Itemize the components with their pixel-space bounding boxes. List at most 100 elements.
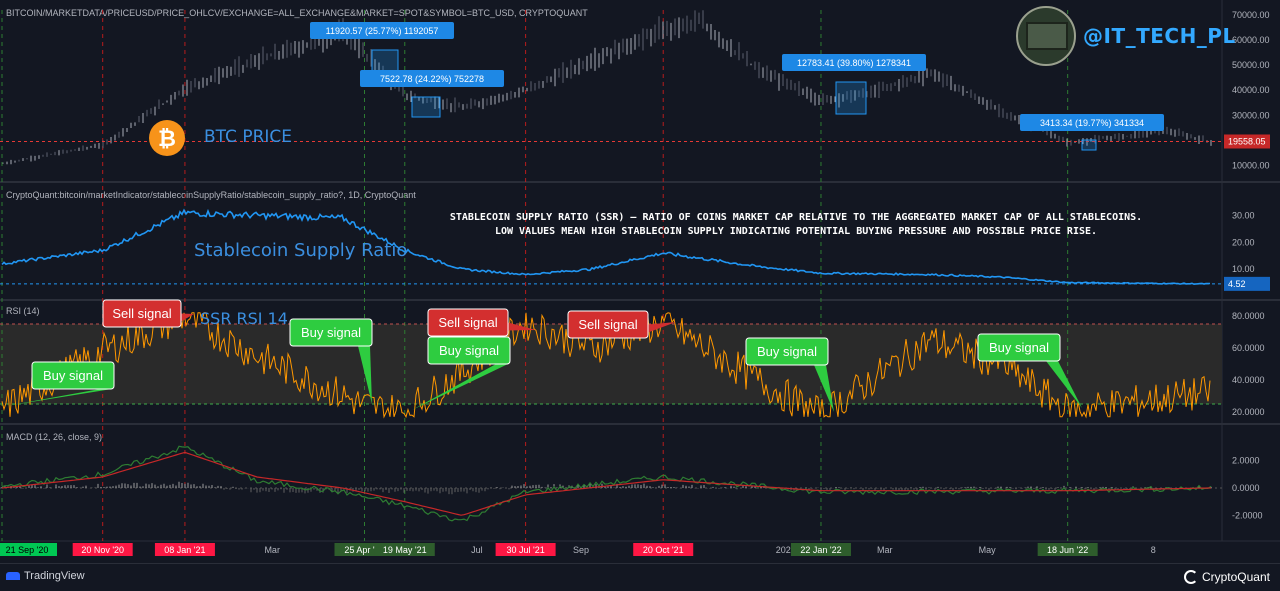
macd-signal-line	[1, 451, 1211, 516]
measure-label-box	[360, 70, 504, 87]
ssr-annotation-line2: LOW VALUES MEAN HIGH STABLECOIN SUPPLY I…	[495, 226, 1097, 237]
ssr-annotation-line1: STABLECOIN SUPPLY RATIO (SSR) – RATIO OF…	[450, 212, 1142, 223]
date-tick-label: May	[979, 545, 997, 555]
buy-signal-label: Buy signal	[757, 344, 817, 359]
buy-signal-box	[427, 336, 511, 365]
sell-signal-label: Sell signal	[112, 306, 171, 321]
buy-signal-pointer	[412, 364, 508, 410]
date-marker-badge	[72, 543, 133, 556]
svg-text:₿: ₿	[158, 127, 176, 152]
ssr-series	[0, 208, 1222, 286]
y-tick-label: 40.0000	[1232, 375, 1265, 385]
tradingview-logo-icon	[6, 572, 20, 580]
date-marker-badge	[0, 543, 57, 556]
buy-signal-box	[977, 333, 1061, 362]
macd-series	[0, 445, 1222, 522]
signal-callouts: Buy signal Sell signal Buy signal Sell sign…	[6, 299, 1082, 412]
cryptoquant-brand[interactable]: CryptoQuant	[1183, 570, 1270, 584]
buy-signal-label: Buy signal	[301, 325, 361, 340]
ssr-pane-title: CryptoQuant:bitcoin/marketIndicator/stab…	[6, 190, 416, 200]
date-axis: 21 Sep '20 20 Nov '20 08 Jan '21 Mar 25 Apr …	[0, 543, 1156, 556]
buy-signal-box	[745, 337, 829, 366]
date-tick-label: Mar	[877, 545, 893, 555]
y-tick-label: 10.00	[1232, 264, 1255, 274]
y-tick-label: 60.0000	[1232, 343, 1265, 353]
buy-signal-pointer	[814, 365, 834, 412]
tradingview-label: TradingView	[24, 570, 85, 582]
y-tick-label: 40000.00	[1232, 85, 1270, 95]
date-marker-label: 08 Jan '21	[164, 545, 205, 555]
cryptoquant-label: CryptoQuant	[1201, 570, 1270, 584]
measure-zone	[411, 96, 441, 118]
measure-label: 12783.41 (39.80%) 1278341	[797, 58, 911, 68]
ssr-line	[1, 208, 1210, 286]
sell-signal-pointer	[508, 322, 536, 331]
date-marker-badge	[790, 543, 851, 556]
buy-signal-box	[31, 361, 115, 390]
date-marker-label: 20 Nov '20	[81, 545, 124, 555]
buy-signal-label: Buy signal	[43, 368, 103, 383]
buy-signal-box	[289, 318, 373, 347]
rsi-pane-title: RSI (14)	[6, 306, 40, 316]
y-tick-label: 20.0000	[1232, 407, 1265, 417]
sell-signal-label: Sell signal	[438, 315, 497, 330]
measure-label: 3413.34 (19.77%) 341334	[1040, 118, 1144, 128]
buy-signal-pointer	[6, 389, 112, 406]
price-pane-title: BITCOIN/MARKETDATA/PRICEUSD/PRICE_OHLCV/…	[6, 8, 588, 18]
date-marker-label: 19 May '21	[383, 545, 427, 555]
footer-bar: TradingView CryptoQuant	[0, 563, 1280, 591]
y-tick-label: 50000.00	[1232, 60, 1270, 70]
y-tick-label: 80.0000	[1232, 311, 1265, 321]
date-marker-label: 25 Apr '21	[344, 545, 384, 555]
date-marker-badge	[154, 543, 215, 556]
date-tick-label: Sep	[573, 545, 589, 555]
date-marker-label: 20 Oct '21	[643, 545, 684, 555]
measure-zone	[1081, 139, 1097, 151]
date-marker-badge	[1037, 543, 1098, 556]
rsi-series	[0, 311, 1222, 419]
y-tick-label: 10000.00	[1232, 160, 1270, 170]
btc-price-label: BTC PRICE	[204, 127, 292, 147]
cryptoquant-logo-icon	[1183, 570, 1198, 584]
last-price-badge-text: 19558.05	[1228, 136, 1266, 146]
sell-signal-box	[567, 310, 649, 339]
sell-signal-pointer	[648, 322, 676, 333]
signal-date-markers	[1, 10, 1069, 541]
measure-label: 11920.57 (25.77%) 1192057	[326, 26, 439, 36]
y-tick-label: 0.0000	[1232, 483, 1260, 493]
tradingview-brand[interactable]: TradingView	[6, 570, 85, 582]
y-tick-label: 30000.00	[1232, 110, 1270, 120]
sell-signal-box	[102, 299, 182, 328]
sell-signal-pointer	[181, 313, 194, 322]
date-marker-label: 21 Sep '20	[6, 545, 49, 555]
sell-signal-label: Sell signal	[578, 317, 637, 332]
y-tick-label: 30.00	[1232, 210, 1255, 220]
last-price-badge	[1224, 134, 1270, 149]
macd-pane-title: MACD (12, 26, close, 9)	[6, 432, 102, 442]
date-marker-label: 30 Jul '21	[506, 545, 544, 555]
y-tick-label: 60000.00	[1232, 35, 1270, 45]
measure-label-box	[310, 22, 454, 39]
author-handle: @IT_TECH_PL	[1083, 24, 1236, 48]
author-avatar	[1016, 6, 1076, 66]
y-tick-label: 2.0000	[1232, 456, 1260, 466]
buy-signal-pointer	[358, 346, 372, 404]
date-tick-label: Jul	[471, 545, 483, 555]
measure-label-box	[1020, 114, 1164, 131]
ssr-last-badge	[1224, 276, 1270, 291]
date-tick-label: Mar	[264, 545, 280, 555]
date-tick-label: 8	[1151, 545, 1156, 555]
measure-zone	[371, 49, 399, 73]
y-tick-label: 70000.00	[1232, 10, 1270, 20]
y-tick-label: -2.0000	[1232, 510, 1263, 520]
rsi-line	[1, 311, 1211, 419]
macd-line	[1, 445, 1212, 522]
buy-signal-label: Buy signal	[989, 340, 1049, 355]
sell-signal-box	[427, 308, 509, 337]
date-marker-badge	[374, 543, 435, 556]
bitcoin-logo-icon: ₿	[149, 120, 185, 156]
y-tick-label: 20.00	[1232, 237, 1255, 247]
measure-label-box	[782, 54, 926, 71]
price-axes: 70000.00 60000.00 50000.00 40000.00 30000.00…	[1224, 10, 1270, 520]
ssr-label: Stablecoin Supply Ratio	[194, 240, 407, 261]
